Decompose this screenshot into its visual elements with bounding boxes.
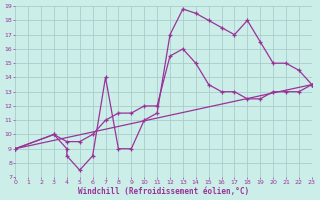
X-axis label: Windchill (Refroidissement éolien,°C): Windchill (Refroidissement éolien,°C)	[78, 187, 249, 196]
